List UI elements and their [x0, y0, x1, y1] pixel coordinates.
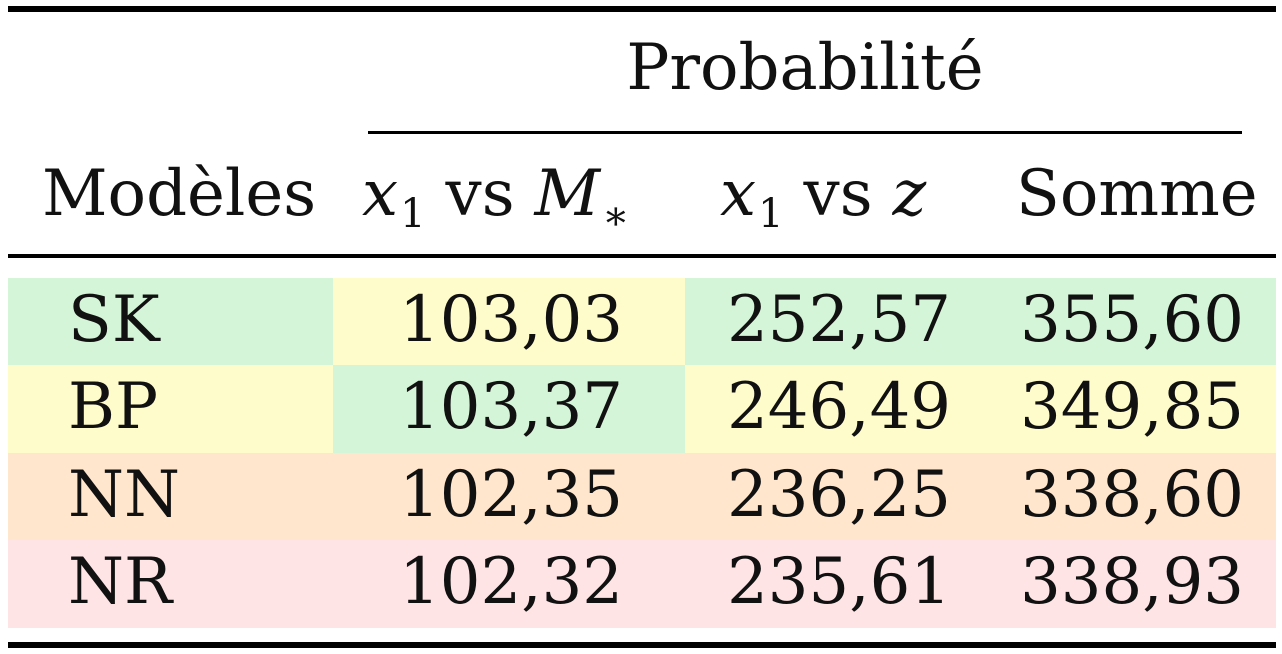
table-row: NN 102,35 236,25 338,60: [8, 453, 1276, 541]
value-cell: 355,60: [979, 278, 1276, 366]
table-bottom-rule: [8, 642, 1276, 648]
value-cell: 338,93: [979, 540, 1276, 628]
math-var-x: x: [720, 157, 757, 231]
value-cell: 236,25: [685, 453, 979, 541]
value-cell: 102,35: [333, 453, 685, 541]
probability-value: 102,35: [399, 458, 623, 532]
group-header-rule: [368, 131, 1242, 134]
table-row: SK 103,03 252,57 355,60: [8, 278, 1276, 366]
math-subscript: 1: [758, 191, 784, 237]
column-header-somme: Somme: [1016, 157, 1258, 231]
value-cell: 338,60: [979, 453, 1276, 541]
column-header-models: Modèles: [42, 157, 317, 231]
probability-value: 338,60: [1020, 458, 1244, 532]
vs-text: vs: [803, 157, 873, 231]
probability-value: 236,25: [727, 458, 951, 532]
probability-value: 246,49: [727, 370, 951, 444]
vs-text: vs: [445, 157, 515, 231]
column-header-x1-vs-mstar: x 1 vs M ∗: [362, 157, 662, 236]
math-var-z: z: [892, 157, 927, 231]
model-cell: BP: [8, 365, 333, 453]
value-cell: 103,03: [333, 278, 685, 366]
model-cell: NN: [8, 453, 333, 541]
probability-value: 252,57: [727, 283, 951, 357]
math-subscript-star: ∗: [602, 193, 630, 239]
probability-value: 355,60: [1020, 283, 1244, 357]
model-cell: NR: [8, 540, 333, 628]
value-cell: 246,49: [685, 365, 979, 453]
probability-value: 102,32: [399, 545, 623, 619]
table-top-rule: [8, 6, 1276, 12]
probability-value: 103,37: [399, 370, 623, 444]
math-var-m: M: [534, 157, 601, 231]
model-name: NN: [68, 458, 180, 532]
model-name: NR: [68, 545, 173, 619]
model-cell: SK: [8, 278, 333, 366]
column-header-x1-vs-z: x 1 vs z: [720, 157, 960, 234]
model-name: SK: [68, 283, 160, 357]
value-cell: 103,37: [333, 365, 685, 453]
model-name: BP: [68, 370, 159, 444]
probability-value: 338,93: [1020, 545, 1244, 619]
value-cell: 252,57: [685, 278, 979, 366]
value-cell: 349,85: [979, 365, 1276, 453]
probability-value: 235,61: [727, 545, 951, 619]
math-subscript: 1: [400, 191, 426, 237]
header-separator-rule: [8, 254, 1276, 258]
table-row: NR 102,32 235,61 338,93: [8, 540, 1276, 628]
probability-value: 103,03: [399, 283, 623, 357]
probability-value: 349,85: [1020, 370, 1244, 444]
value-cell: 102,32: [333, 540, 685, 628]
value-cell: 235,61: [685, 540, 979, 628]
table-row: BP 103,37 246,49 349,85: [8, 365, 1276, 453]
math-var-x: x: [362, 157, 399, 231]
group-header-probabilite: Probabilité: [626, 31, 984, 105]
